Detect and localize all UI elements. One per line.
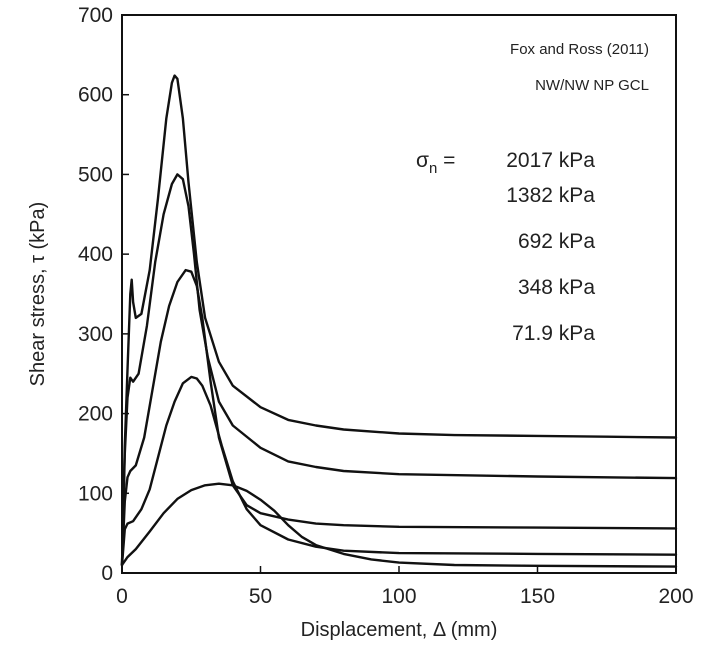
x-axis-title: Displacement, Δ (mm) xyxy=(301,619,498,641)
y-tick-label: 700 xyxy=(78,4,113,27)
x-tick-label: 150 xyxy=(520,585,555,608)
y-axis-title: Shear stress, τ (kPa) xyxy=(27,202,49,387)
x-axis: 0 50 100 150 200 xyxy=(116,566,694,608)
y-tick-label: 0 xyxy=(101,562,113,585)
stress-label: 71.9 kPa xyxy=(512,322,595,345)
y-tick-label: 500 xyxy=(78,163,113,186)
y-tick-label: 300 xyxy=(78,323,113,346)
sigma-n-label: σn = xyxy=(416,149,455,177)
series-curves xyxy=(120,74,678,568)
x-tick-label: 0 xyxy=(116,585,128,608)
x-tick-label: 200 xyxy=(658,585,693,608)
stress-label: 1382 kPa xyxy=(506,184,595,207)
stress-label: 2017 kPa xyxy=(506,149,595,172)
y-tick-label: 100 xyxy=(78,482,113,505)
stress-labels: 2017 kPa 1382 kPa 692 kPa 348 kPa 71.9 kPa xyxy=(506,149,595,345)
stress-label: 692 kPa xyxy=(518,230,595,253)
series-line-4 xyxy=(120,375,678,567)
series-line-2 xyxy=(120,173,678,567)
x-tick-label: 100 xyxy=(381,585,416,608)
x-tick-label: 50 xyxy=(249,585,272,608)
material-annotation: NW/NW NP GCL xyxy=(535,77,649,94)
y-tick-label: 600 xyxy=(78,84,113,107)
series-line-3 xyxy=(120,268,678,567)
y-axis: 0 100 200 300 400 500 600 700 xyxy=(78,4,129,585)
y-tick-label: 200 xyxy=(78,403,113,426)
series-line-5 xyxy=(120,482,678,568)
y-tick-label: 400 xyxy=(78,243,113,266)
source-annotation: Fox and Ross (2011) xyxy=(510,41,649,58)
stress-label: 348 kPa xyxy=(518,276,595,299)
series-line-1 xyxy=(120,74,678,567)
